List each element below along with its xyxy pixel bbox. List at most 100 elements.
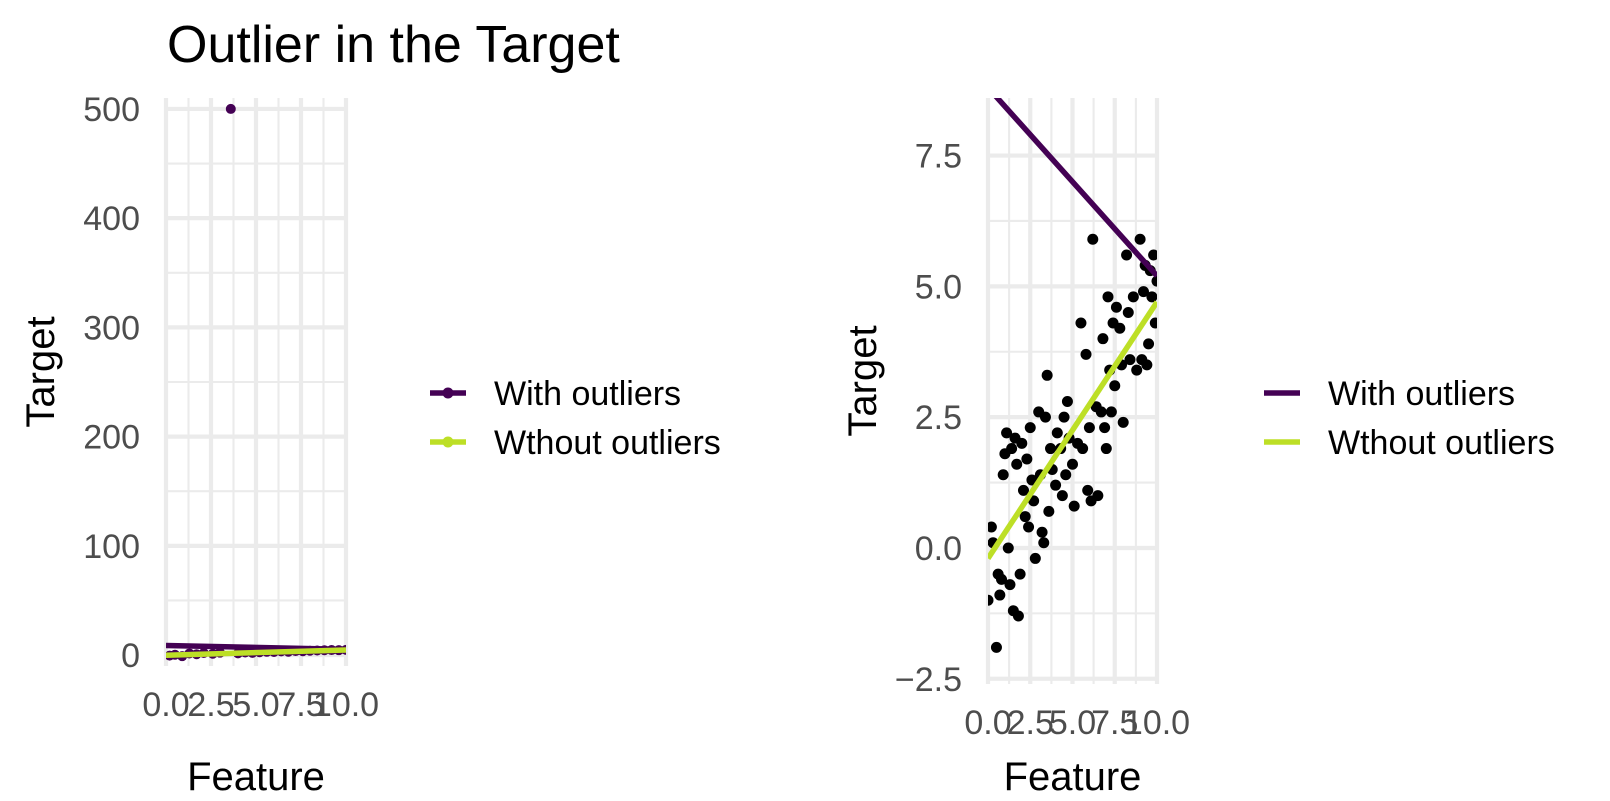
x-axis-title: Feature <box>187 755 325 799</box>
data-point <box>994 589 1006 601</box>
data-point <box>1038 537 1050 549</box>
data-point <box>1127 291 1139 303</box>
data-point <box>1137 286 1149 298</box>
x-axis-title: Feature <box>1004 755 1142 799</box>
data-point <box>1001 427 1013 439</box>
data-point <box>1134 233 1146 245</box>
data-point <box>996 573 1008 585</box>
y-axis-title: Target <box>841 325 885 436</box>
x-tick-label: 10.0 <box>1124 704 1190 742</box>
legend-key-point <box>442 387 454 399</box>
data-point <box>1100 443 1112 455</box>
gridlines <box>985 98 1160 684</box>
data-point <box>1050 479 1062 491</box>
data-point <box>1068 500 1080 512</box>
data-point <box>1012 610 1024 622</box>
y-tick-label: 100 <box>83 528 140 566</box>
data-point <box>1105 406 1117 418</box>
data-point <box>1056 490 1068 502</box>
right-chart-panel: −2.50.02.55.07.50.02.55.07.510.0FeatureT… <box>841 98 1555 799</box>
tick-labels: −2.50.02.55.07.50.02.55.07.510.0 <box>895 138 1190 742</box>
y-tick-label: 0 <box>121 637 140 675</box>
data-point <box>1075 317 1087 329</box>
line-without-outliers <box>988 300 1157 560</box>
x-tick-label: 0.0 <box>142 686 189 724</box>
data-point <box>1011 458 1023 470</box>
data-point <box>1006 443 1018 455</box>
data-point <box>1017 484 1029 496</box>
data-point <box>1016 437 1028 449</box>
data-point <box>1083 422 1095 434</box>
data-point <box>1148 249 1157 261</box>
legend-key-point <box>442 436 454 448</box>
x-tick-label: 2.5 <box>1007 704 1054 742</box>
x-tick-label: 2.5 <box>187 686 234 724</box>
line-without-outliers <box>166 647 346 659</box>
data-point <box>1102 291 1114 303</box>
data-point <box>1060 469 1072 481</box>
data-point <box>1041 369 1053 381</box>
legend: With outliers Wthout outliers <box>1264 375 1555 462</box>
data-point <box>1124 354 1136 366</box>
data-point <box>988 594 994 606</box>
data-point <box>1099 422 1111 434</box>
data-point <box>1122 307 1134 319</box>
data-point <box>1080 348 1092 360</box>
data-point <box>1024 422 1036 434</box>
data-point <box>1117 416 1129 428</box>
y-tick-label: 5.0 <box>915 268 962 306</box>
x-tick-label: 7.5 <box>1091 704 1138 742</box>
plot-area <box>166 103 346 662</box>
y-tick-label: 7.5 <box>915 138 962 176</box>
data-point <box>1082 484 1094 496</box>
data-point <box>1114 322 1126 334</box>
x-tick-label: 5.0 <box>232 686 279 724</box>
legend-label: With outliers <box>494 375 681 413</box>
y-tick-label: −2.5 <box>895 661 962 699</box>
legend: With outliers Wthout outliers <box>430 375 721 462</box>
x-tick-label: 7.5 <box>277 686 324 724</box>
data-point <box>1061 395 1073 407</box>
data-point <box>1039 411 1051 423</box>
data-point <box>1023 521 1035 533</box>
data-point <box>1087 233 1099 245</box>
data-point <box>1143 338 1155 350</box>
data-point <box>1095 406 1107 418</box>
y-axis-title: Target <box>19 316 63 427</box>
data-point <box>997 469 1009 481</box>
legend-label: With outliers <box>1328 375 1515 413</box>
figure-title: Outlier in the Target <box>167 16 620 74</box>
x-tick-label: 10.0 <box>313 686 379 724</box>
data-point <box>1004 579 1016 591</box>
data-point <box>1051 427 1063 439</box>
data-point <box>1058 411 1070 423</box>
data-point <box>1141 359 1153 371</box>
data-point <box>1146 291 1157 303</box>
plot-area <box>988 98 1157 653</box>
data-point <box>1014 568 1026 580</box>
y-tick-label: 0.0 <box>915 530 962 568</box>
left-chart-panel: 0 100 200 300 400 500 0.02.55.07.510.0 Feature T… <box>19 91 721 799</box>
x-tick-label: 0.0 <box>964 704 1011 742</box>
data-point <box>1110 301 1122 313</box>
data-point <box>990 641 1002 653</box>
data-point <box>1019 511 1031 523</box>
data-point <box>225 103 236 114</box>
data-point <box>1131 364 1143 376</box>
data-point <box>1045 443 1057 455</box>
data-point <box>1002 542 1014 554</box>
y-tick-label: 2.5 <box>915 399 962 437</box>
data-point <box>1097 333 1109 345</box>
data-point <box>1149 317 1157 329</box>
y-tick-label: 500 <box>83 91 140 129</box>
data-point <box>1043 505 1055 517</box>
y-tick-label: 300 <box>83 309 140 347</box>
data-point <box>988 521 997 533</box>
data-point <box>1029 552 1041 564</box>
y-tick-label: 200 <box>83 419 140 457</box>
x-tick-label: 5.0 <box>1049 704 1096 742</box>
data-point <box>1121 249 1133 261</box>
tick-labels: 0 100 200 300 400 500 0.02.55.07.510.0 <box>83 91 379 724</box>
